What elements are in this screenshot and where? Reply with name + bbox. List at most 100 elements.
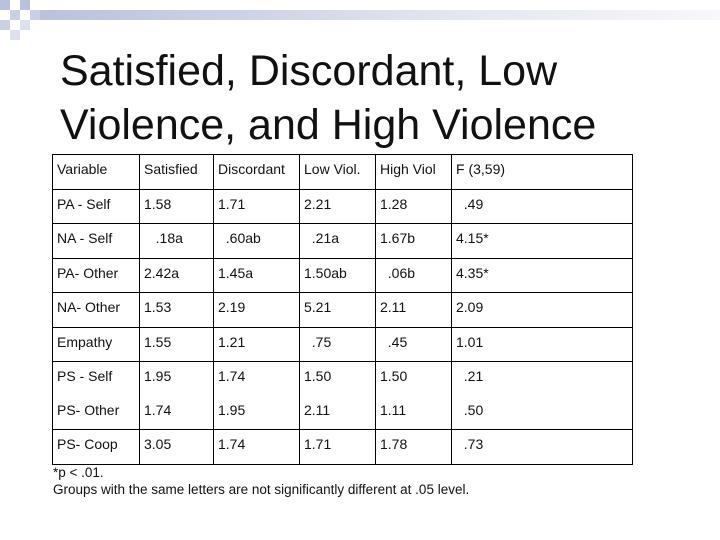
header-gradient-band [40, 10, 720, 20]
value-cell: .06b [375, 257, 452, 293]
value-cell: 1.01 [451, 326, 633, 362]
cell-text: PS - Self [57, 368, 113, 384]
column-header: High Viol [375, 154, 452, 190]
results-table: Variable Satisfied Discordant Low Viol. High… [52, 154, 633, 465]
cell-text: 1.74 [218, 436, 246, 452]
header-text: Discordant [218, 161, 285, 177]
value-cell: 1.58 [139, 188, 214, 224]
value-cell: 1.45a [213, 257, 300, 293]
column-header: Satisfied [139, 154, 214, 190]
value-cell: .75 [299, 326, 376, 362]
value-cell: 1.21 [213, 326, 300, 362]
variable-cell: NA - Self [52, 223, 140, 259]
cell-text: .60ab [218, 230, 261, 246]
slide-title: Satisfied, Discordant, Low Violence, and… [60, 47, 597, 149]
value-cell: 1.50 1.11 [375, 361, 452, 430]
variable-cell: PA- Other [52, 257, 140, 293]
cell-text: NA- Other [57, 299, 121, 315]
cell-text: 2.11 [304, 401, 331, 418]
value-cell: 1.50ab [299, 257, 376, 293]
table-header-row: Variable Satisfied Discordant Low Viol. High… [52, 154, 633, 190]
table-row: PA - Self 1.58 1.71 2.21 1.28 .49 [52, 188, 633, 224]
value-cell: 1.74 [213, 429, 300, 465]
value-cell: .45 [375, 326, 452, 362]
variable-cell: Empathy [52, 326, 140, 362]
cell-text: 1.50ab [304, 264, 347, 281]
cell-text: .50 [456, 401, 484, 418]
column-header: Variable [52, 154, 140, 190]
cell-text: 4.15* [456, 230, 489, 246]
cell-text: 1.53 [144, 299, 172, 315]
value-cell: 2.19 [213, 292, 300, 328]
deco-square [0, 20, 10, 30]
cell-text: .73 [456, 436, 484, 452]
significance-note: *p < .01. [53, 465, 104, 480]
value-cell: 2.42a [139, 257, 214, 293]
cell-text: 1.67b [380, 230, 416, 246]
table-row: PS - Self PS- Other 1.95 1.74 1.74 1.95 1.50 2.… [52, 361, 633, 430]
value-cell: 2.09 [451, 292, 633, 328]
cell-text: 3.05 [144, 436, 172, 452]
corner-decoration [0, 0, 720, 40]
variable-cell: PA - Self [52, 188, 140, 224]
cell-text: PA - Self [57, 195, 111, 212]
value-cell: 1.50 2.11 [299, 361, 376, 430]
cell-text: 2.11 [380, 299, 407, 315]
value-cell: 1.71 [213, 188, 300, 224]
cell-text: 2.21 [304, 195, 332, 212]
cell-text: 1.71 [218, 195, 246, 212]
cell-text: 4.35* [456, 264, 489, 281]
value-cell: 1.28 [375, 188, 452, 224]
column-header: Discordant [213, 154, 300, 190]
cell-text: PA- Other [57, 264, 119, 281]
deco-square [20, 20, 30, 30]
variable-cell: PS- Coop [52, 429, 140, 465]
variable-cell: PS - Self PS- Other [52, 361, 140, 430]
cell-text: 1.55 [144, 333, 172, 350]
cell-text: 1.95 [144, 368, 172, 384]
table-row: NA - Self .18a .60ab .21a 1.67b 4.15* [52, 223, 633, 259]
value-cell: 4.35* [451, 257, 633, 293]
cell-text: 1.78 [380, 436, 408, 452]
header-text: Low Viol. [304, 161, 361, 177]
deco-square [10, 30, 20, 40]
cell-text: .49 [456, 195, 484, 212]
deco-square [10, 10, 20, 20]
value-cell: .60ab [213, 223, 300, 259]
cell-text: 1.21 [218, 333, 246, 350]
cell-text: 1.28 [380, 195, 408, 212]
variable-cell: NA- Other [52, 292, 140, 328]
value-cell: .49 [451, 188, 633, 224]
cell-text: 1.58 [144, 195, 172, 212]
cell-text: .18a [144, 230, 183, 246]
cell-text: .21 [456, 368, 484, 384]
cell-text: .75 [304, 333, 332, 350]
groups-note: Groups with the same letters are not sig… [53, 482, 470, 497]
deco-square [0, 0, 10, 10]
value-cell: 1.53 [139, 292, 214, 328]
header-text: F (3,59) [456, 161, 506, 177]
cell-text: 1.71 [304, 436, 332, 452]
cell-text: PS- Coop [57, 436, 118, 452]
cell-text: 2.09 [456, 299, 484, 315]
value-cell: 1.78 [375, 429, 452, 465]
table-row: PS- Coop 3.05 1.74 1.71 1.78 .73 [52, 429, 633, 465]
cell-text: 1.50 [380, 368, 408, 384]
cell-text: PS- Other [57, 401, 120, 418]
value-cell: .73 [451, 429, 633, 465]
value-cell: .21a [299, 223, 376, 259]
column-header: Low Viol. [299, 154, 376, 190]
cell-text: 1.01 [456, 333, 484, 350]
value-cell: 1.67b [375, 223, 452, 259]
value-cell: 1.74 1.95 [213, 361, 300, 430]
cell-text: .45 [380, 333, 408, 350]
cell-text: 1.74 [144, 401, 172, 418]
value-cell: 2.21 [299, 188, 376, 224]
cell-text: .21a [304, 230, 340, 246]
value-cell: 1.95 1.74 [139, 361, 214, 430]
table-row: Empathy 1.55 1.21 .75 .45 1.01 [52, 326, 633, 362]
cell-text: 1.74 [218, 368, 246, 384]
cell-text: NA - Self [57, 230, 113, 246]
cell-text: 1.50 [304, 368, 332, 384]
cell-text: 5.21 [304, 299, 332, 315]
